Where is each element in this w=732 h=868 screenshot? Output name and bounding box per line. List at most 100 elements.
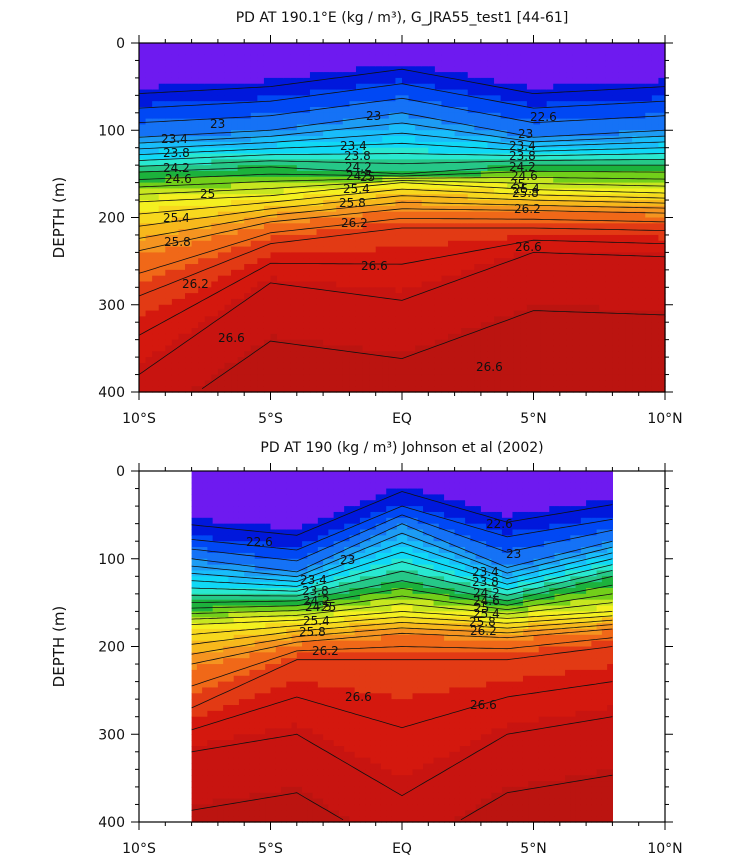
density-cell bbox=[605, 351, 613, 358]
density-cell bbox=[421, 83, 429, 91]
density-cell bbox=[566, 333, 574, 341]
density-cell bbox=[152, 194, 160, 201]
density-cell bbox=[231, 147, 239, 155]
density-cell bbox=[388, 287, 397, 294]
density-cell bbox=[592, 269, 600, 277]
density-cell bbox=[362, 362, 370, 370]
density-cell bbox=[454, 345, 462, 352]
density-cell bbox=[441, 141, 449, 149]
density-cell bbox=[651, 339, 660, 347]
density-cell bbox=[296, 211, 304, 219]
density-cell bbox=[474, 43, 482, 50]
isopycnal-line bbox=[138, 83, 666, 109]
density-cell bbox=[467, 194, 475, 201]
density-cell bbox=[250, 54, 258, 62]
density-cell bbox=[658, 95, 666, 102]
density-cell bbox=[145, 43, 153, 50]
density-cell bbox=[355, 130, 364, 137]
density-cell bbox=[566, 223, 574, 230]
density-cell bbox=[145, 136, 153, 143]
density-cell bbox=[467, 316, 475, 323]
density-cell bbox=[599, 333, 607, 341]
density-cell bbox=[415, 77, 423, 85]
density-cell bbox=[533, 205, 541, 213]
density-cell bbox=[375, 293, 383, 300]
density-cell bbox=[224, 77, 232, 85]
density-cell bbox=[618, 83, 627, 91]
density-cell bbox=[579, 252, 587, 259]
density-cell bbox=[474, 322, 482, 329]
density-cell bbox=[520, 240, 528, 248]
density-cell bbox=[402, 328, 410, 335]
density-cell bbox=[586, 234, 594, 242]
density-cell bbox=[599, 165, 607, 172]
density-cell bbox=[244, 176, 252, 184]
density-cell bbox=[139, 147, 147, 155]
density-cell bbox=[336, 246, 344, 253]
density-cell bbox=[224, 328, 232, 335]
density-cell bbox=[283, 165, 291, 172]
density-cell bbox=[355, 362, 364, 370]
density-cell bbox=[388, 269, 397, 277]
density-cell bbox=[250, 223, 258, 230]
density-cell bbox=[191, 357, 199, 364]
density-cell bbox=[592, 176, 600, 184]
density-cell bbox=[441, 211, 449, 219]
density-cell bbox=[204, 269, 212, 277]
density-cell bbox=[250, 176, 258, 184]
density-cell bbox=[441, 182, 449, 190]
density-cell bbox=[540, 333, 548, 341]
density-cell bbox=[632, 246, 640, 253]
density-cell bbox=[191, 328, 199, 335]
density-cell bbox=[625, 316, 633, 323]
density-cell bbox=[342, 380, 350, 387]
density-cell bbox=[171, 176, 180, 184]
density-cell bbox=[165, 380, 173, 387]
density-cell bbox=[191, 130, 199, 137]
density-cell bbox=[434, 362, 443, 370]
density-cell bbox=[165, 316, 173, 323]
density-cell bbox=[415, 54, 423, 62]
density-cell bbox=[592, 118, 600, 126]
density-cell bbox=[454, 240, 462, 248]
contour-label: 23 bbox=[366, 109, 381, 123]
density-cell bbox=[408, 170, 416, 178]
density-cell bbox=[579, 147, 587, 155]
density-cell bbox=[572, 165, 581, 172]
density-cell bbox=[355, 200, 364, 207]
density-cell bbox=[257, 229, 265, 236]
density-cell bbox=[263, 351, 272, 358]
density-cell bbox=[520, 333, 528, 341]
density-cell bbox=[369, 101, 377, 108]
density-cell bbox=[415, 200, 423, 207]
density-cell bbox=[329, 362, 337, 370]
density-cell bbox=[428, 298, 436, 306]
contour-label: 26.6 bbox=[515, 240, 542, 254]
density-cell bbox=[263, 304, 272, 312]
density-cell bbox=[494, 188, 502, 195]
density-cell bbox=[178, 246, 186, 253]
density-cell bbox=[211, 339, 219, 347]
density-cell bbox=[428, 281, 436, 288]
density-cell bbox=[638, 322, 646, 329]
density-cell bbox=[244, 48, 252, 56]
y-tick-label: 100 bbox=[98, 123, 125, 139]
density-cell bbox=[507, 298, 515, 306]
density-cell bbox=[158, 234, 166, 242]
density-cell bbox=[553, 112, 561, 120]
density-cell bbox=[461, 223, 469, 230]
density-cell bbox=[369, 229, 377, 236]
density-cell bbox=[224, 223, 232, 230]
density-cell bbox=[171, 328, 180, 335]
density-cell bbox=[421, 281, 429, 288]
density-cell bbox=[171, 43, 180, 50]
density-cell bbox=[296, 386, 304, 393]
density-cell bbox=[520, 246, 528, 253]
density-cell bbox=[415, 246, 423, 253]
density-cell bbox=[612, 200, 620, 207]
density-cell bbox=[145, 170, 153, 178]
density-cell bbox=[592, 380, 600, 387]
density-cell bbox=[257, 374, 265, 381]
density-cell bbox=[645, 66, 653, 73]
density-cell bbox=[520, 77, 528, 85]
